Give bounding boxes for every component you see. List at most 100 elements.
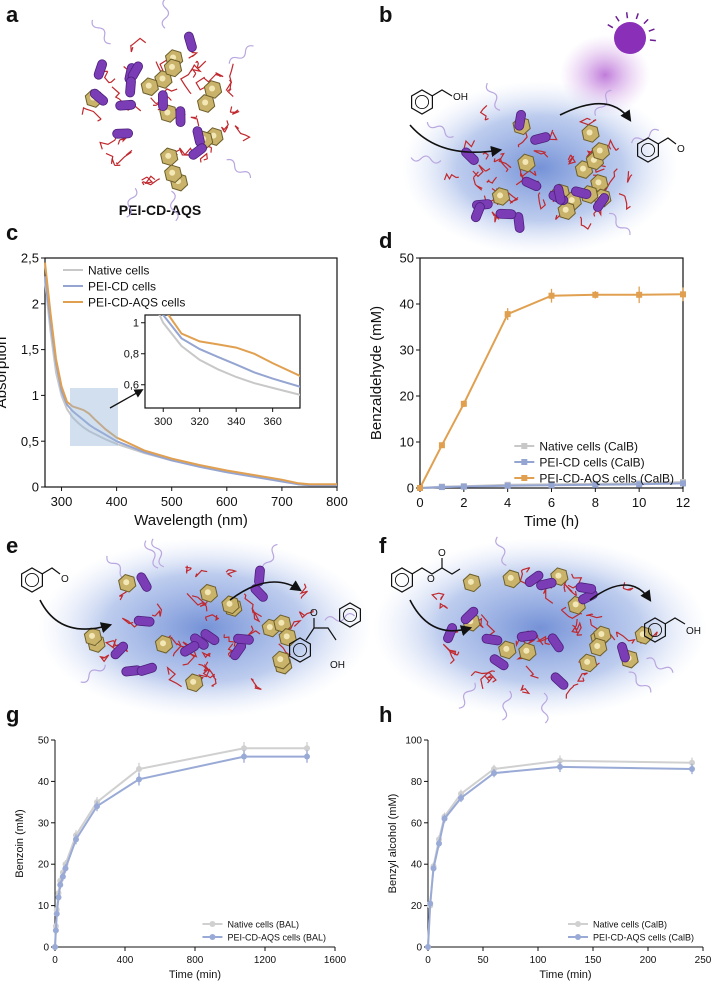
chain (228, 45, 254, 64)
polymer (180, 68, 193, 95)
y-axis-label: Benzaldehyde (mM) (368, 306, 385, 440)
cell (570, 186, 592, 199)
marker (52, 944, 58, 950)
y-tick-label: 0 (43, 943, 49, 954)
panel-letter: a (6, 2, 19, 27)
cell (136, 662, 157, 676)
x-tick-label: 500 (161, 494, 183, 509)
x-tick-label: 150 (585, 955, 602, 966)
bond (657, 137, 677, 145)
aqs (598, 630, 605, 637)
aqs (168, 63, 175, 70)
cell (175, 106, 186, 128)
polymer (586, 613, 603, 619)
y-tick-label: 0,8 (124, 349, 139, 361)
x-tick-label: 50 (477, 955, 489, 966)
bond (431, 89, 453, 97)
polymer (439, 602, 448, 610)
marker (689, 765, 695, 772)
polymer (482, 151, 489, 160)
x-tick-label: 8 (592, 495, 599, 510)
cell (521, 176, 542, 192)
chain (80, 664, 106, 683)
chain (628, 671, 652, 693)
x-tick-label: 340 (227, 416, 245, 428)
y-tick-label: 1 (32, 388, 39, 403)
chain (458, 682, 476, 709)
chain (541, 692, 549, 724)
cell (513, 212, 525, 233)
cell (110, 641, 129, 660)
marker (557, 763, 563, 770)
panel-letter: g (6, 702, 19, 727)
cell (592, 193, 610, 212)
marker (548, 292, 555, 299)
marker (436, 840, 442, 847)
y-tick-label: 60 (411, 818, 423, 829)
cell (112, 128, 134, 139)
legend-label: PEI-CD-AQS cells (BAL) (227, 933, 326, 943)
x-tick-label: 12 (676, 495, 690, 510)
legend-label: Native cells (CalB) (539, 440, 638, 454)
y-tick-label: 30 (38, 818, 50, 829)
cell (524, 570, 544, 587)
series-line (167, 315, 300, 377)
x-tick-label: 400 (106, 494, 128, 509)
chain (608, 212, 631, 236)
marker (689, 759, 695, 766)
polymer (195, 60, 207, 69)
polymer (298, 609, 314, 619)
cell (443, 623, 458, 644)
aqs (123, 579, 130, 586)
chain (106, 555, 127, 579)
polymer (141, 175, 156, 185)
panel-letter: e (6, 533, 18, 558)
legend-label: Native cells (BAL) (227, 920, 299, 930)
y-tick-label: 40 (38, 777, 50, 788)
arrow (559, 102, 632, 122)
benzene (21, 567, 44, 593)
cell (157, 90, 168, 112)
cell (495, 208, 517, 220)
chain (151, 538, 165, 568)
y-tick-label: 10 (38, 901, 50, 912)
polymer (105, 152, 121, 167)
polymer (431, 592, 445, 601)
x-tick-label: 6 (548, 495, 555, 510)
axes-frame (44, 257, 338, 488)
x-axis-label: Time (min) (539, 969, 591, 981)
polymer (563, 583, 577, 597)
polymer (220, 120, 229, 133)
y-tick-label: 1,5 (21, 342, 39, 357)
benzene (411, 89, 433, 115)
polymer (536, 635, 550, 645)
aqs (507, 574, 514, 581)
polymer (204, 614, 220, 622)
aqs (277, 656, 284, 663)
x-tick-label: 600 (216, 494, 238, 509)
chain (495, 536, 507, 567)
cell (180, 641, 200, 657)
marker (241, 745, 247, 752)
atom-label: OH (330, 660, 345, 671)
series-line (54, 755, 307, 948)
marker (504, 482, 511, 489)
marker (680, 480, 686, 487)
polymer (229, 106, 240, 115)
legend-label: Native cells (CalB) (593, 920, 667, 930)
aqs (523, 647, 530, 654)
benzene-ring (394, 572, 410, 588)
marker (136, 776, 142, 783)
polymer (225, 569, 238, 578)
x-tick-label: 4 (504, 495, 511, 510)
aqs (160, 640, 167, 647)
series-line (162, 315, 300, 388)
inset-frame (144, 314, 301, 409)
polymer (234, 125, 251, 142)
glow (402, 81, 678, 255)
polymer (525, 665, 540, 679)
y-tick-label: 20 (411, 901, 423, 912)
polymer (103, 70, 116, 84)
polymer (519, 566, 531, 582)
